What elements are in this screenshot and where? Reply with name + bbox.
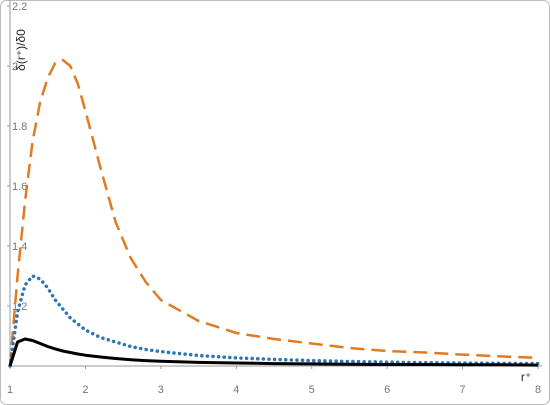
x-tick-label: 5 (309, 384, 315, 396)
y-tick-label: 1.8 (12, 121, 27, 133)
x-tick-label: 6 (384, 384, 390, 396)
x-tick-label: 2 (82, 384, 88, 396)
y-tick-label: 1.4 (12, 241, 27, 253)
y-tick-label: 2 (12, 61, 18, 73)
x-tick-label: 8 (535, 384, 541, 396)
line-series (8, 58, 539, 367)
line-series (8, 337, 539, 367)
x-tick-label: 4 (233, 384, 239, 396)
y-tick-label: 2.2 (12, 1, 27, 13)
x-tick-label: 7 (460, 384, 466, 396)
x-axis-title: r⁺ (521, 370, 531, 384)
y-axis-title: δ(r⁺)/δ0 (14, 29, 28, 71)
x-tick-label: 1 (7, 384, 13, 396)
y-tick-label: 1.6 (12, 181, 27, 193)
x-tick-label: 3 (158, 384, 164, 396)
line-series (8, 274, 540, 368)
